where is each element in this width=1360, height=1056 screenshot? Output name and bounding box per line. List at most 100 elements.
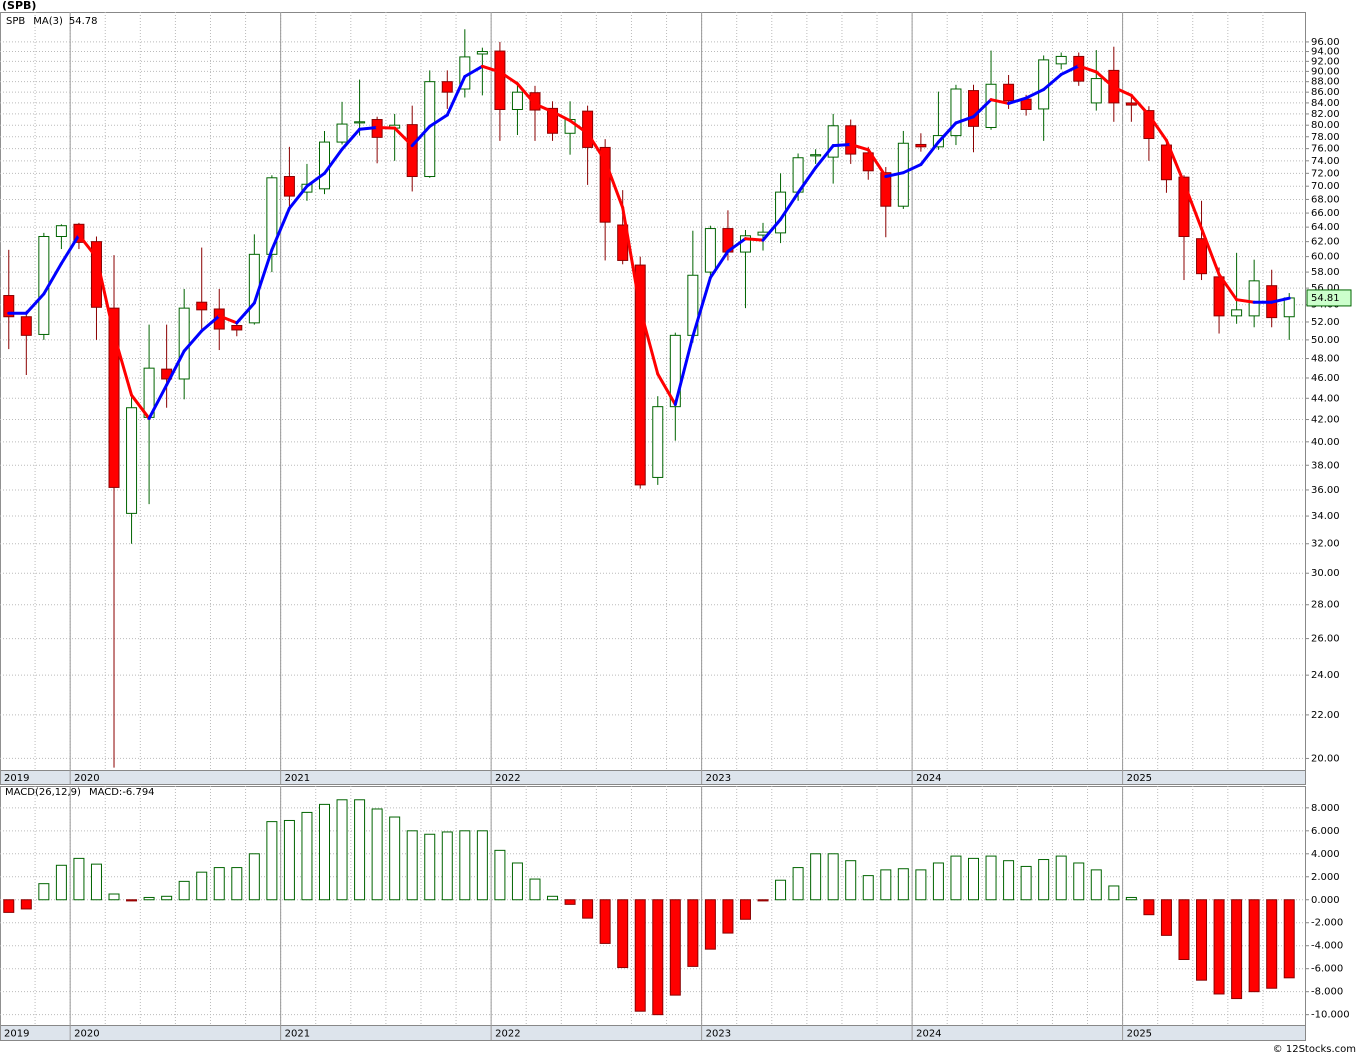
x-tick-label: 2020 (74, 1029, 99, 1040)
x-tick-label: 2021 (285, 773, 310, 784)
candle-body (880, 172, 892, 207)
candle-body (3, 295, 15, 318)
y-tick-label: 88.00 (1311, 77, 1340, 88)
candle-body (494, 50, 506, 110)
macd-bar (459, 830, 471, 901)
ma-segment (708, 249, 730, 280)
ma-segment (638, 307, 660, 376)
candle-body (319, 141, 330, 190)
macd-bar (757, 899, 769, 902)
ma-segment (1007, 96, 1028, 105)
macd-bar (722, 899, 734, 934)
macd-bar (1108, 885, 1120, 901)
y-tick-label: 92.00 (1311, 56, 1340, 67)
macd-bar (90, 863, 102, 901)
ma-segment (901, 163, 923, 175)
macd-bar (511, 862, 523, 901)
macd-bar (968, 857, 979, 901)
ma-segment (59, 233, 81, 266)
macd-bar (1125, 896, 1137, 901)
macd-bar (775, 879, 787, 901)
x-tick-label: 2020 (74, 773, 99, 784)
y-tick-label: 62.00 (1311, 237, 1340, 248)
y-tick-label: 24.00 (1311, 670, 1340, 681)
candle-body (1038, 59, 1050, 110)
y-tick-label: 44.00 (1311, 393, 1340, 404)
macd-bar (862, 875, 874, 901)
ma-segment (252, 248, 274, 305)
macd-bar (424, 833, 436, 901)
ma-segment (340, 127, 362, 151)
y-tick-label: 6.000 (1311, 826, 1340, 837)
y-tick-label: 36.00 (1311, 485, 1340, 496)
y-tick-label: 32.00 (1311, 539, 1340, 550)
ma-segment (42, 262, 63, 296)
last-price-label: 54.81 (1311, 293, 1340, 304)
y-tick-label: 58.00 (1311, 267, 1340, 278)
y-tick-label: 76.00 (1311, 144, 1340, 155)
ma-segment (691, 276, 712, 338)
ma-segment (814, 144, 835, 170)
macd-bar (336, 799, 348, 901)
ma-segment (1200, 227, 1221, 276)
x-tick-label: 2025 (1127, 1029, 1152, 1040)
x-tick-label: 2022 (495, 1029, 520, 1040)
y-tick-label: 84.00 (1311, 98, 1340, 109)
candle-body (1196, 238, 1208, 275)
macd-bar (441, 831, 453, 901)
ma-segment (112, 332, 134, 397)
macd-bar (178, 880, 190, 901)
candle-body (1213, 276, 1225, 317)
macd-bar (248, 853, 260, 901)
ma-segment (954, 115, 975, 125)
ma-segment (1129, 93, 1151, 117)
y-tick-label: 34.00 (1311, 511, 1340, 522)
x-tick-label: 2019 (4, 1029, 29, 1040)
chart-title: (SPB) (2, 0, 36, 12)
macd-bar (126, 899, 138, 902)
y-tick-label: 74.00 (1311, 156, 1340, 167)
y-tick-label: 0.000 (1311, 895, 1340, 906)
macd-bar (476, 830, 488, 901)
legend-title: MACD(26,12,9) (5, 787, 81, 798)
y-tick-label: 64.00 (1311, 222, 1340, 233)
candle-body (424, 81, 436, 178)
candle-body (985, 83, 997, 128)
ma-segment (1270, 296, 1291, 304)
y-tick-label: 28.00 (1311, 600, 1340, 611)
ma-segment (796, 166, 818, 195)
ma-segment (1164, 138, 1186, 185)
y-tick-label: 20.00 (1311, 753, 1340, 764)
ma-segment (410, 124, 432, 148)
macd-bar (1038, 859, 1050, 901)
macd-bar (810, 853, 822, 901)
ma-segment (480, 64, 502, 74)
macd-bar (38, 883, 50, 901)
macd-bar (880, 869, 892, 901)
candle-body (529, 92, 541, 111)
candle-body (178, 307, 190, 380)
candle-body (1160, 144, 1172, 181)
y-tick-label: -10.000 (1311, 1010, 1350, 1021)
y-tick-label: 26.00 (1311, 634, 1340, 645)
macd-bar (213, 867, 225, 901)
ma-segment (1112, 85, 1133, 97)
ma-segment (673, 334, 695, 407)
candle-body (476, 51, 488, 55)
y-tick-label: 48.00 (1311, 354, 1340, 365)
ma-segment (463, 64, 484, 79)
macd-bar (1196, 899, 1208, 981)
macd-bar (1143, 899, 1155, 916)
macd-bar (547, 895, 559, 901)
y-tick-label: 30.00 (1311, 568, 1340, 579)
candle-body (704, 228, 716, 273)
macd-bar (652, 899, 664, 1016)
y-tick-label: -6.000 (1311, 964, 1343, 975)
x-tick-label: 2019 (4, 773, 29, 784)
y-tick-label: 70.00 (1311, 181, 1340, 192)
candle-body (669, 334, 681, 408)
ma-segment (165, 349, 186, 387)
y-tick-label: -4.000 (1311, 941, 1343, 952)
macd-bar (687, 899, 699, 967)
y-tick-label: 50.00 (1311, 335, 1340, 346)
